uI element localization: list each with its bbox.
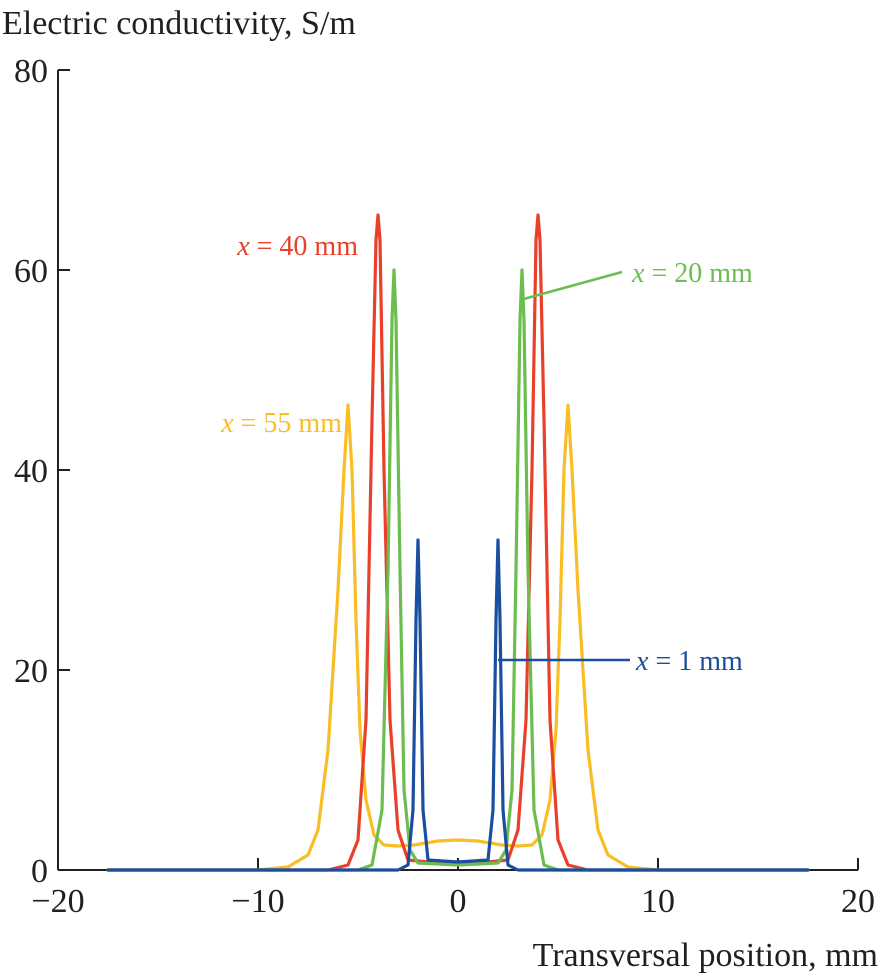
series-label: x = 55 mm	[220, 408, 342, 439]
series-line-x-20-mm	[106, 268, 810, 872]
x-axis-title: Transversal position, mm	[533, 937, 878, 974]
series-line-x-40-mm	[106, 213, 810, 872]
x-tick-label: 10	[641, 883, 675, 920]
y-tick-label: 80	[14, 53, 48, 90]
series-label: x = 20 mm	[631, 258, 753, 289]
series-label-var: x	[635, 646, 649, 677]
series-label-rest: = 1 mm	[648, 646, 743, 677]
y-tick-label: 60	[14, 253, 48, 290]
series-label-var: x	[236, 231, 250, 262]
series-label-rest: = 20 mm	[644, 258, 753, 289]
curves	[106, 213, 810, 872]
y-axis-title: Electric conductivity, S/m	[2, 5, 356, 42]
series-label: x = 40 mm	[236, 231, 358, 262]
x-tick-label: −20	[31, 883, 84, 920]
series-label-rest: = 55 mm	[234, 408, 343, 439]
series-line-x-1-mm	[106, 538, 810, 872]
x-tick-label: 20	[841, 883, 875, 920]
y-tick-label: 40	[14, 453, 48, 490]
series-label-var: x	[220, 408, 234, 439]
series-line-x-55-mm	[106, 403, 810, 872]
x-tick-label: −10	[231, 883, 284, 920]
series-label-var: x	[631, 258, 645, 289]
ticks: −20 −10 0 10 20 0 20 40 60 80	[14, 53, 875, 920]
series-leader-line	[519, 270, 623, 302]
series-label: x = 1 mm	[635, 646, 743, 677]
series-label-rest: = 40 mm	[250, 231, 359, 262]
x-tick-label: 0	[450, 883, 467, 920]
y-tick-label: 0	[31, 853, 48, 890]
series-labels: x = 1 mmx = 20 mmx = 40 mmx = 55 mm	[220, 231, 753, 677]
y-tick-label: 20	[14, 653, 48, 690]
axes	[57, 70, 858, 871]
